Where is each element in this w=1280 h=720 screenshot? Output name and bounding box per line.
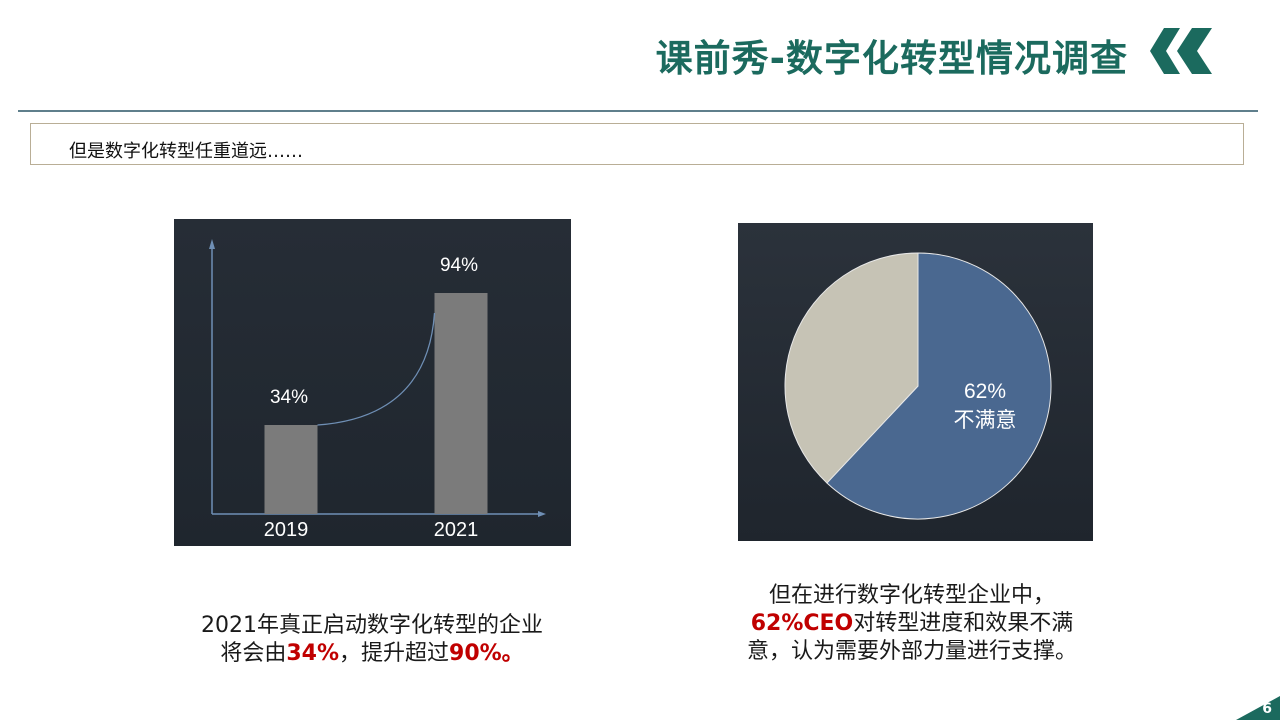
bar-chart: 34% 2019 94% 2021 (209, 239, 546, 541)
right-caption-line3: 意，认为需要外部力量进行支撑。 (746, 639, 1077, 664)
subtitle-box: 但是数字化转型任重道远…… (30, 123, 1244, 165)
data-label-2019: 34% (270, 387, 308, 408)
double-chevron-left-icon (1150, 28, 1212, 74)
page-number-badge: 6 (1236, 696, 1280, 720)
bar-2021 (434, 293, 488, 514)
right-caption-line2: 62%CEO对转型进度和效果不满 (750, 611, 1074, 636)
left-caption: 2021年真正启动数字化转型的企业 将会由34%，提升超过90%。 (160, 612, 584, 668)
bar-chart-panel: 34% 2019 94% 2021 (174, 219, 571, 546)
trend-curve (317, 312, 436, 426)
subtitle-text: 但是数字化转型任重道远…… (69, 141, 303, 162)
pie-slice-0 (826, 252, 1052, 520)
pie-label-value: 62% (964, 380, 1006, 403)
x-axis-arrow (538, 511, 546, 517)
pie-chart: 62% 不满意 (784, 252, 1052, 520)
highlight-90: 90%。 (449, 641, 524, 666)
x-tick-2021: 2021 (434, 519, 479, 541)
right-caption-line1: 但在进行数字化转型企业中， (768, 583, 1055, 608)
pie-chart-panel: 62% 不满意 (738, 223, 1093, 541)
bar-2019 (264, 425, 318, 514)
y-axis-arrow (209, 239, 215, 249)
right-caption: 但在进行数字化转型企业中， 62%CEO对转型进度和效果不满 意，认为需要外部力… (700, 582, 1124, 666)
highlight-62-ceo: 62%CEO (750, 611, 854, 636)
pie-label-text: 不满意 (954, 408, 1017, 432)
page-title: 课前秀-数字化转型情况调查 (655, 37, 1128, 80)
page-number: 6 (1262, 701, 1272, 717)
left-caption-line2: 将会由34%，提升超过90%。 (220, 641, 524, 666)
pie-slice-1 (784, 252, 919, 484)
x-tick-2019: 2019 (264, 519, 309, 541)
data-label-2021: 94% (440, 255, 478, 276)
left-caption-line1: 2021年真正启动数字化转型的企业 (201, 613, 543, 638)
highlight-34: 34% (286, 641, 339, 666)
header-divider (18, 110, 1258, 112)
